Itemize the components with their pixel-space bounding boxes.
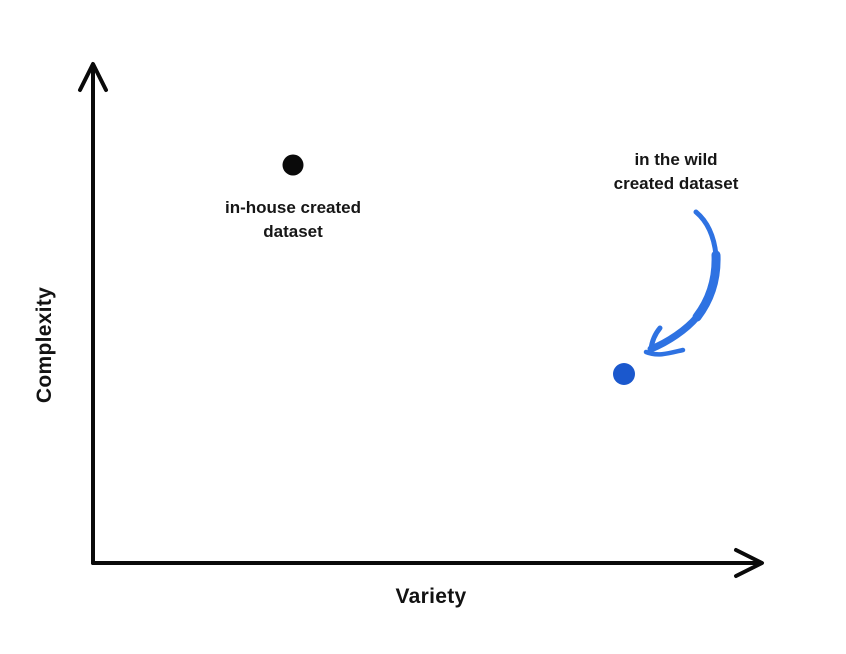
y-axis-arrowhead bbox=[78, 62, 108, 92]
arrowhead-barb-right bbox=[643, 347, 686, 357]
x-axis bbox=[91, 548, 764, 578]
label-in-house-dataset: in-house created dataset bbox=[224, 198, 362, 242]
data-point-in-wild bbox=[613, 363, 635, 385]
label-in-wild-dataset: in the wild created dataset bbox=[613, 150, 739, 194]
arrow-stroke-top bbox=[693, 209, 719, 258]
x-axis-arrowhead bbox=[734, 548, 764, 578]
hand-drawn-arrow bbox=[643, 209, 721, 357]
arrow-stroke-bottom bbox=[647, 313, 701, 353]
y-axis-label: Complexity bbox=[33, 286, 56, 404]
arrow-stroke-middle bbox=[692, 250, 721, 322]
x-axis-label: Variety bbox=[395, 585, 467, 608]
y-axis bbox=[78, 62, 108, 565]
data-point-in-house bbox=[282, 154, 304, 176]
arrowhead-barb-up bbox=[648, 325, 663, 352]
